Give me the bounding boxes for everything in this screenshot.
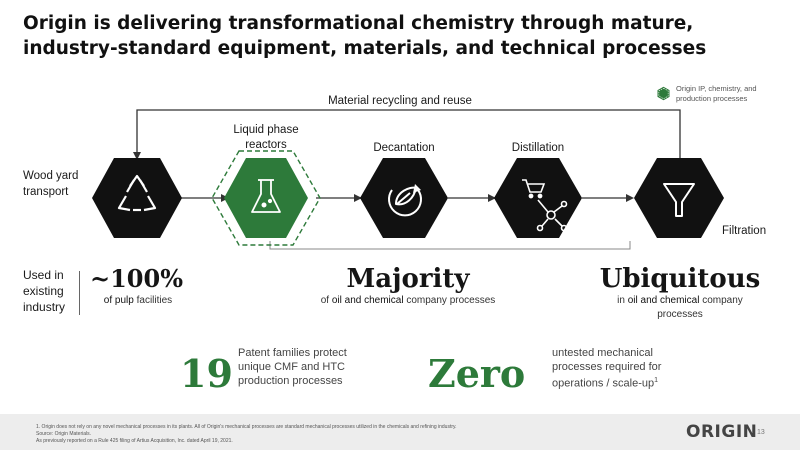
zero-description: untested mechanical processes required f…	[552, 347, 662, 390]
step-label-filtration: Filtration	[722, 225, 767, 237]
page-title: Origin is delivering transformational ch…	[23, 13, 707, 59]
stat-majority-caption: of oil and chemical company processes	[320, 295, 496, 306]
bracket-line	[269, 241, 631, 250]
step-label-distillation: Distillation	[511, 142, 565, 154]
page-number: 13	[757, 429, 765, 436]
footnote-filing: As previously reported on a Rule 425 fil…	[36, 438, 233, 444]
step-reactors-hexagon	[211, 150, 321, 246]
recycle-arrow-head	[133, 152, 141, 160]
patent-description: Patent families protect unique CMF and H…	[238, 347, 347, 387]
divider	[79, 271, 80, 315]
step-label-wood-yard: Wood yard transport	[23, 170, 79, 198]
legend: Origin IP, chemistry, and production pro…	[656, 84, 776, 104]
recycle-loop-line	[136, 109, 681, 158]
molecule-cart-icon	[522, 179, 568, 232]
funnel-icon	[663, 183, 695, 217]
step-label-reactors: Liquid phase reactors	[233, 124, 299, 151]
stat-ubiquitous-caption: in oil and chemical company processes	[617, 295, 743, 320]
footer-notes: 1. Origin does not rely on any novel mec…	[36, 424, 656, 445]
footnote-source: Source: Origin Materials.	[36, 431, 92, 437]
recycle-label: Material recycling and reuse	[328, 95, 472, 107]
hexagon-legend-icon	[657, 86, 670, 101]
patent-count: 19	[180, 351, 233, 396]
used-in-industry-label: Used in existing industry	[23, 268, 66, 314]
step-filtration-hexagon	[634, 158, 724, 238]
step-label-decantation: Decantation	[373, 142, 435, 154]
step-wood-yard-hexagon	[92, 158, 182, 238]
stat-ubiquitous-value: Ubiquitous	[599, 264, 761, 294]
step-decantation-hexagon	[360, 158, 448, 238]
footer-bar	[0, 414, 800, 450]
zero-count: Zero	[428, 351, 526, 396]
flask-icon	[251, 179, 281, 213]
origin-logo: ORIGIN	[686, 422, 758, 442]
recycle-icon	[117, 174, 157, 212]
stat-pulp-value: ~100%	[90, 264, 184, 293]
stat-pulp-caption: of pulp facilities	[103, 295, 173, 306]
stat-majority-value: Majority	[346, 264, 470, 294]
footnote-1: 1. Origin does not rely on any novel mec…	[36, 424, 457, 430]
leaf-cycle-icon	[388, 184, 422, 217]
step-distillation-hexagon	[494, 158, 582, 238]
legend-text: Origin IP, chemistry, and production pro…	[676, 84, 757, 103]
